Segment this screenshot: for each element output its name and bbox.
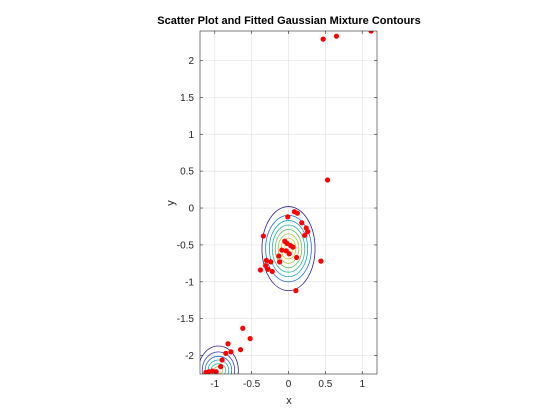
data-point (294, 254, 300, 261)
data-point (305, 229, 311, 235)
data-point (333, 33, 340, 39)
grid-layer (200, 31, 377, 374)
contour-component-2-level-6 (200, 345, 239, 374)
data-point (260, 233, 267, 239)
data-point (276, 253, 282, 259)
data-point (302, 232, 308, 238)
contour-component-2-level-5 (201, 351, 236, 374)
data-point (269, 268, 275, 275)
data-point (283, 248, 289, 254)
y-tick-label: -2 (185, 351, 194, 362)
data-point (277, 259, 283, 265)
tick-label-layer: -1 -0.5 0 0.5 1 -2 -1.5 -1 -0.5 0 0.5 1 1.5 2 (177, 56, 366, 390)
data-point (223, 350, 229, 356)
x-tick-label: 0.5 (318, 379, 332, 390)
y-tick-label: 2 (188, 56, 194, 67)
y-tick-label: 0.5 (180, 167, 194, 178)
x-tick-label: 1 (359, 379, 365, 390)
data-point (240, 325, 246, 331)
y-tick-label: -1 (185, 277, 194, 288)
contour-component-1-level-4 (274, 229, 303, 269)
data-point (218, 364, 224, 370)
data-point (213, 369, 219, 374)
y-tick-label: 1.5 (180, 93, 194, 104)
y-tick-label: 0 (188, 204, 194, 215)
y-tick-label: 1 (188, 130, 194, 141)
data-point (247, 335, 253, 342)
y-tick-label: -0.5 (177, 240, 195, 251)
contour-component-1-level-6 (268, 220, 309, 278)
data-point (279, 247, 285, 253)
data-point (318, 258, 324, 264)
data-point (265, 266, 271, 272)
contour-component-1-level-8 (261, 206, 316, 292)
chart-title: Scatter Plot and Fitted Gaussian Mixture… (157, 15, 420, 27)
data-point (225, 341, 231, 347)
data-point (228, 349, 234, 355)
data-point (203, 369, 209, 374)
data-point (219, 357, 225, 363)
data-point (324, 177, 331, 183)
y-tick-label: -1.5 (177, 314, 195, 325)
y-axis-label: y (165, 200, 177, 206)
x-tick-label: 0 (286, 379, 292, 390)
data-point (320, 36, 326, 42)
data-point (257, 267, 264, 273)
data-point (268, 259, 274, 265)
data-point (293, 288, 299, 294)
contour-component-1-level-3 (277, 233, 300, 264)
data-point (294, 210, 300, 216)
contour-component-1-level-5 (271, 224, 306, 273)
data-point (299, 220, 305, 226)
tick-layer (200, 31, 377, 374)
data-point (285, 214, 291, 220)
x-axis-label: x (286, 395, 292, 407)
x-tick-label: -0.5 (243, 379, 261, 390)
x-tick-label: -1 (210, 379, 219, 390)
data-point (237, 347, 244, 353)
data-point (263, 257, 269, 264)
data-point (368, 31, 374, 34)
point-layer (203, 31, 374, 374)
data-point (290, 244, 296, 250)
